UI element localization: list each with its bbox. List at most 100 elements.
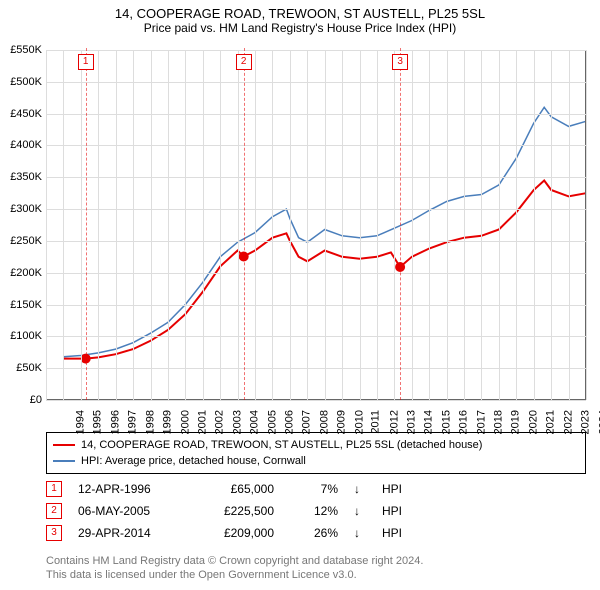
x-tick-label: 2020 — [527, 410, 539, 434]
gridline-v — [429, 50, 430, 400]
y-tick-label: £150K — [2, 299, 42, 311]
x-tick-label: 2017 — [475, 410, 487, 434]
y-tick-label: £350K — [2, 171, 42, 183]
x-tick-label: 2002 — [214, 410, 226, 434]
event-table: 112-APR-1996£65,0007%↓HPI206-MAY-2005£22… — [46, 478, 586, 544]
footer: Contains HM Land Registry data © Crown c… — [46, 554, 586, 582]
gridline-h — [46, 400, 586, 401]
legend-swatch-property — [53, 444, 75, 446]
down-arrow-icon: ↓ — [354, 500, 366, 522]
legend: 14, COOPERAGE ROAD, TREWOON, ST AUSTELL,… — [46, 432, 586, 474]
x-tick-label: 2021 — [545, 410, 557, 434]
gridline-v — [98, 50, 99, 400]
gridline-h — [46, 82, 586, 83]
x-tick-label: 2007 — [301, 410, 313, 434]
gridline-h — [46, 305, 586, 306]
x-tick-label: 2023 — [580, 410, 592, 434]
gridline-v — [81, 50, 82, 400]
x-tick-label: 2015 — [440, 410, 452, 434]
gridline-v — [325, 50, 326, 400]
event-marker-num: 2 — [236, 54, 252, 70]
x-tick-label: 2018 — [493, 410, 505, 434]
gridline-v — [447, 50, 448, 400]
gridline-h — [46, 241, 586, 242]
gridline-v — [499, 50, 500, 400]
gridline-v — [203, 50, 204, 400]
gridline-v — [569, 50, 570, 400]
y-tick-label: £500K — [2, 76, 42, 88]
legend-item-property: 14, COOPERAGE ROAD, TREWOON, ST AUSTELL,… — [53, 437, 579, 453]
gridline-v — [151, 50, 152, 400]
gridline-h — [46, 368, 586, 369]
event-date: 06-MAY-2005 — [78, 500, 178, 522]
event-marker-line — [86, 48, 87, 400]
gridline-v — [290, 50, 291, 400]
gridline-v — [63, 50, 64, 400]
event-marker-num: 3 — [392, 54, 408, 70]
event-num: 1 — [46, 481, 62, 497]
gridline-v — [481, 50, 482, 400]
down-arrow-icon: ↓ — [354, 478, 366, 500]
event-pct: 7% — [290, 478, 338, 500]
event-marker-line — [400, 48, 401, 400]
event-row: 1 12-APR-1996 £65,000 7% ↓ HPI — [46, 478, 586, 500]
legend-label-hpi: HPI: Average price, detached house, Corn… — [81, 453, 306, 469]
event-vs-label: HPI — [382, 478, 412, 500]
event-row: 206-MAY-2005£225,50012%↓HPI — [46, 500, 586, 522]
event-pct: 12% — [290, 500, 338, 522]
y-tick-label: £100K — [2, 330, 42, 342]
down-arrow-icon: ↓ — [354, 522, 366, 544]
chart-title: 14, COOPERAGE ROAD, TREWOON, ST AUSTELL,… — [0, 0, 600, 21]
x-tick-label: 1996 — [109, 410, 121, 434]
footer-line1: Contains HM Land Registry data © Crown c… — [46, 554, 586, 568]
x-tick-label: 2011 — [370, 410, 382, 434]
x-tick-label: 1999 — [162, 410, 174, 434]
gridline-v — [307, 50, 308, 400]
gridline-v — [220, 50, 221, 400]
y-tick-label: £0 — [2, 394, 42, 406]
gridline-v — [394, 50, 395, 400]
legend-item-hpi: HPI: Average price, detached house, Corn… — [53, 453, 579, 469]
event-price: £209,000 — [194, 522, 274, 544]
event-price: £65,000 — [194, 478, 274, 500]
x-tick-label: 2000 — [179, 410, 191, 434]
chart-area: £0£50K£100K£150K£200K£250K£300K£350K£400… — [46, 50, 586, 400]
x-tick-label: 1997 — [127, 410, 139, 434]
gridline-v — [46, 50, 47, 400]
gridline-h — [46, 50, 586, 51]
x-tick-label: 2003 — [231, 410, 243, 434]
event-date: 12-APR-1996 — [78, 478, 178, 500]
event-vs-label: HPI — [382, 500, 412, 522]
x-tick-label: 1994 — [74, 410, 86, 434]
x-tick-label: 1998 — [144, 410, 156, 434]
x-tick-label: 2014 — [423, 410, 435, 434]
gridline-v — [342, 50, 343, 400]
x-tick-label: 2005 — [266, 410, 278, 434]
y-tick-label: £300K — [2, 203, 42, 215]
gridline-h — [46, 273, 586, 274]
event-date: 29-APR-2014 — [78, 522, 178, 544]
x-tick-label: 2004 — [249, 410, 261, 434]
x-tick-label: 2009 — [336, 410, 348, 434]
plot-area: £0£50K£100K£150K£200K£250K£300K£350K£400… — [46, 50, 586, 400]
gridline-v — [534, 50, 535, 400]
x-tick-label: 2008 — [318, 410, 330, 434]
y-tick-label: £400K — [2, 139, 42, 151]
x-tick-label: 2016 — [458, 410, 470, 434]
x-tick-label: 2013 — [405, 410, 417, 434]
gridline-v — [412, 50, 413, 400]
x-tick-label: 1995 — [92, 410, 104, 434]
gridline-v — [586, 50, 587, 400]
y-tick-label: £250K — [2, 235, 42, 247]
event-marker-line — [244, 48, 245, 400]
gridline-h — [46, 336, 586, 337]
x-tick-label: 2019 — [510, 410, 522, 434]
x-tick-label: 2012 — [388, 410, 400, 434]
event-num: 2 — [46, 503, 62, 519]
gridline-v — [185, 50, 186, 400]
event-marker-num: 1 — [78, 54, 94, 70]
y-tick-label: £550K — [2, 44, 42, 56]
gridline-v — [551, 50, 552, 400]
event-vs-label: HPI — [382, 522, 412, 544]
gridline-v — [516, 50, 517, 400]
